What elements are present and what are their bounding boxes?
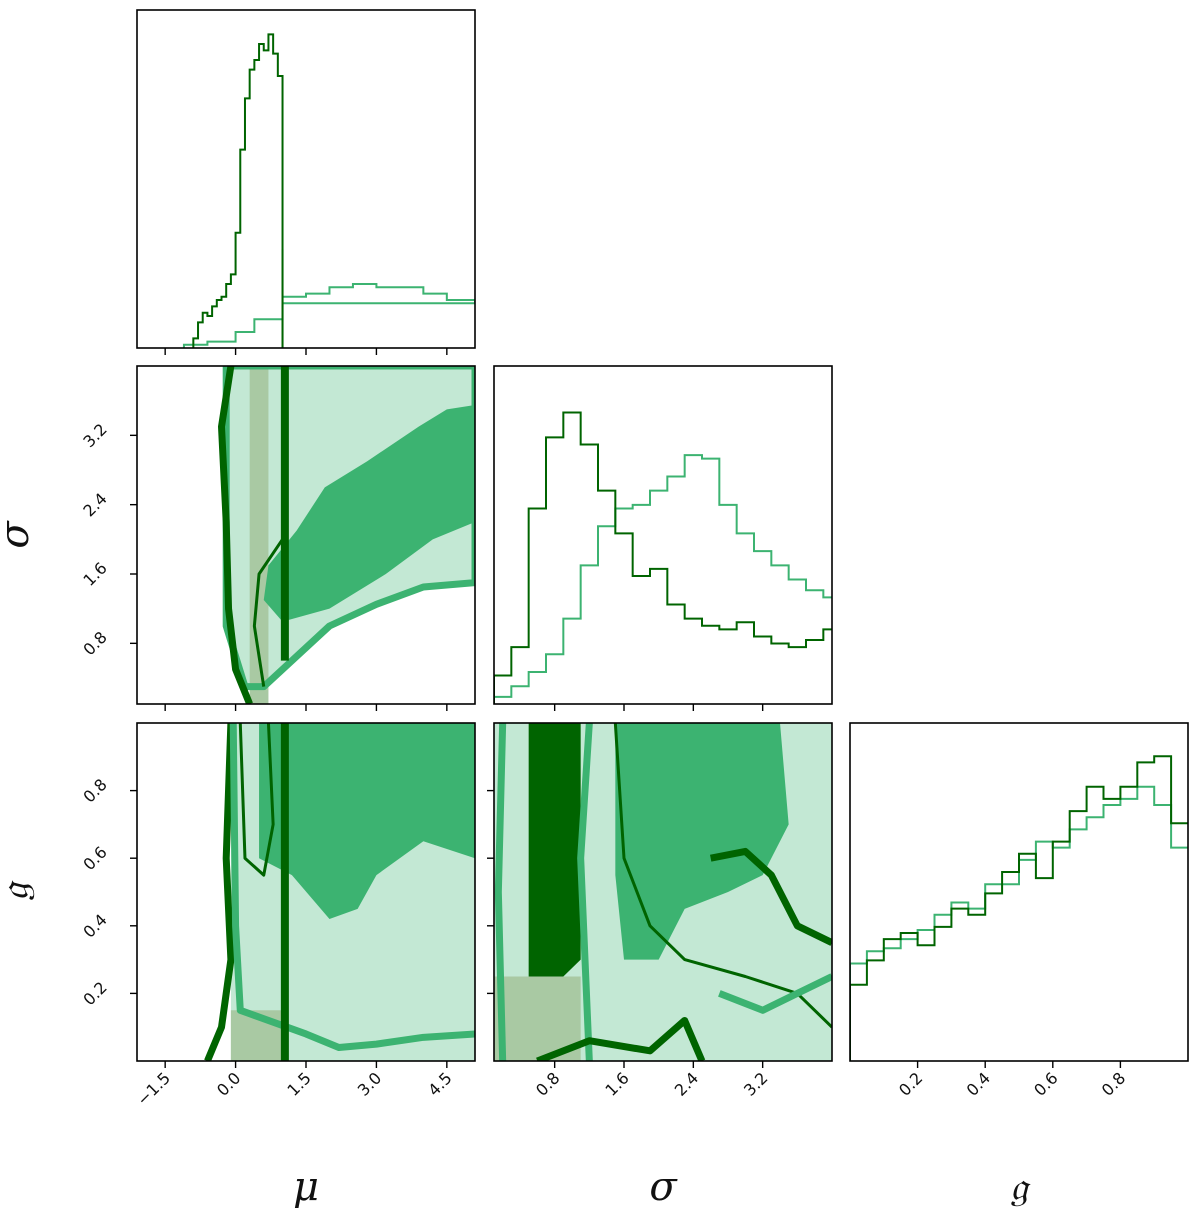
x-tick-label: 4.5 <box>424 1068 455 1099</box>
frame-g-hist <box>849 722 1189 1062</box>
y-tick-label: 0.4 <box>79 910 110 941</box>
contour-dark-inner <box>252 538 284 687</box>
y-tick-label: 0.8 <box>79 775 110 806</box>
contour-dark-outline <box>204 723 235 1061</box>
x-axis-label-mu: μ <box>293 1164 319 1208</box>
contour-mid-fill <box>615 723 789 960</box>
hist-series-dark <box>192 33 284 348</box>
x-tick-label: 2.4 <box>671 1068 702 1099</box>
hist-series-light <box>182 283 475 348</box>
panel-g-hist <box>850 755 1188 1061</box>
x-tick-label: −1.5 <box>133 1068 174 1109</box>
x-tick-label: 1.5 <box>283 1068 314 1099</box>
x-tick-label: 3.2 <box>740 1068 771 1099</box>
contour-mid-fill <box>263 405 475 622</box>
y-axis-label-sigma: σ <box>0 520 38 549</box>
contour-mid-fill <box>259 723 475 920</box>
x-tick-label: 0.8 <box>1098 1068 1129 1099</box>
contour-dark-inner <box>238 723 275 877</box>
x-tick-label: 0.4 <box>963 1068 994 1099</box>
y-tick-label: 3.2 <box>79 420 110 451</box>
x-tick-label: 0.6 <box>1030 1068 1061 1099</box>
panel-g-vs-mu <box>204 723 475 1061</box>
contour-light-outline-bottom <box>718 973 832 1014</box>
contour-light-outline-right <box>577 723 593 1061</box>
y-tick-label: 0.2 <box>79 978 110 1009</box>
contour-dark-outline <box>536 1016 706 1061</box>
x-tick-label: 0.2 <box>895 1068 926 1099</box>
hist-series-dark <box>494 411 832 704</box>
hist-series-dark <box>850 755 1188 1061</box>
y-tick-label: 0.8 <box>79 628 110 659</box>
y-tick-label: 0.6 <box>79 843 110 874</box>
x-tick-label: 0.8 <box>532 1068 563 1099</box>
panel-sigma-hist <box>494 411 832 704</box>
contour-light-outline-left <box>494 723 507 1061</box>
frame-sigma-hist <box>493 365 833 705</box>
contour-light-outline <box>229 723 475 1051</box>
contour-dark-fill <box>528 723 581 977</box>
x-axis-label-g: 𝔤 <box>1010 1164 1031 1208</box>
panel-mu-hist <box>182 33 475 348</box>
panel-g-vs-sigma <box>494 723 832 1061</box>
panel-sigma-vs-mu <box>218 366 475 704</box>
y-tick-label: 1.6 <box>79 558 110 589</box>
hist-series-light <box>850 785 1188 1061</box>
hist-series-light <box>494 454 832 704</box>
y-axis-label-g: 𝔤 <box>0 880 38 901</box>
contour-dark-outline <box>218 366 253 704</box>
contour-dark-outline-right <box>709 847 832 946</box>
x-axis-label-sigma: σ <box>649 1164 678 1208</box>
x-tick-label: 0.0 <box>213 1068 244 1099</box>
contour-tan-fill <box>494 976 581 1061</box>
x-tick-label: 1.6 <box>601 1068 632 1099</box>
y-tick-label: 2.4 <box>79 489 110 520</box>
x-tick-label: 3.0 <box>354 1068 385 1099</box>
frame-g-vs-sigma <box>493 722 833 1062</box>
